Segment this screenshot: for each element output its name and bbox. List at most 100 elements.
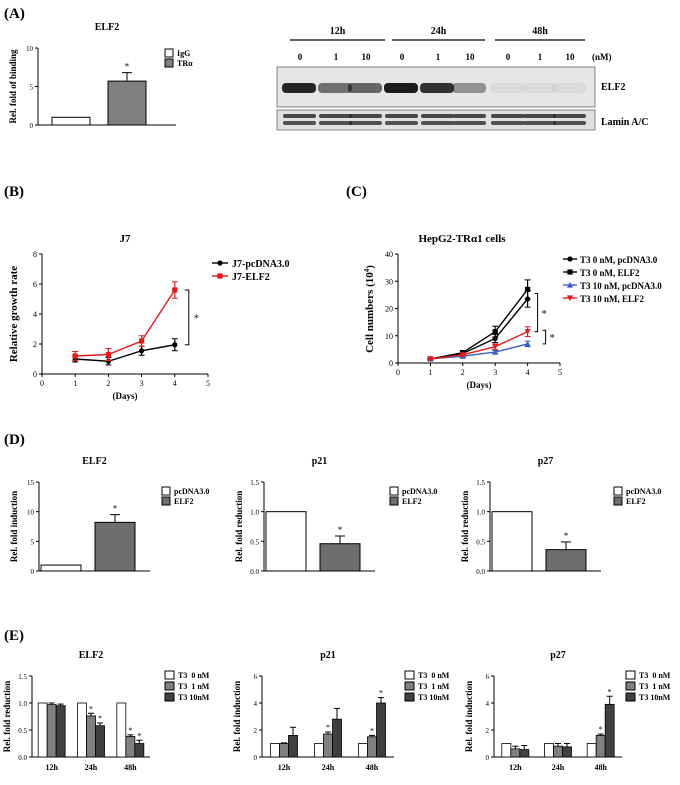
- chart-title: p27: [538, 456, 554, 467]
- legend-swatch: [164, 692, 175, 702]
- band-label-lamin: Lamin A/C: [601, 117, 649, 128]
- legend-swatch: [625, 692, 636, 702]
- panel-b-letter: (B): [4, 184, 24, 200]
- bar: [501, 743, 512, 758]
- legend-label: T3 1 nM: [178, 682, 210, 691]
- y-tick-label: 0.5: [18, 727, 27, 735]
- significance-bracket: [534, 293, 539, 333]
- x-tick-label: 12h: [278, 763, 291, 772]
- bar-pcdna3.0: [265, 511, 307, 572]
- significance-star: *: [542, 309, 547, 320]
- y-axis-label: Rel. fold reduction: [2, 681, 12, 753]
- dose-label: 0: [400, 52, 405, 62]
- y-tick-label: 0: [486, 754, 490, 762]
- y-axis-label: Rel. fold induction: [464, 681, 474, 752]
- y-tick-label: 0: [389, 359, 393, 368]
- x-tick-label: 0: [396, 368, 400, 377]
- x-tick-label: 24h: [552, 763, 565, 772]
- bar: [586, 743, 597, 758]
- legend-swatch: [625, 681, 636, 691]
- elf2-band: [318, 83, 352, 93]
- data-point: [105, 358, 111, 364]
- elf2-band: [522, 83, 556, 93]
- significance-star: *: [564, 531, 569, 541]
- bar: [37, 702, 48, 758]
- elf2-band: [452, 83, 486, 93]
- x-tick-label: 48h: [124, 763, 137, 772]
- y-tick-label: 30: [385, 277, 393, 286]
- data-point: [72, 353, 78, 359]
- bar: [595, 735, 606, 758]
- legend-marker: [567, 269, 573, 275]
- y-axis-label: Relative growth rate: [8, 266, 20, 362]
- j7-growth-chart: 0 2 4 6 8 0 1 2 3 4 5 (Days) J7 Relative growth rate J…: [8, 233, 290, 401]
- x-tick-label: 3: [140, 379, 144, 388]
- data-point: [459, 352, 466, 358]
- bar: [270, 743, 280, 758]
- legend-label: T3 0 nM: [178, 671, 210, 680]
- dose-label: 1: [538, 52, 543, 62]
- legend-label: pcDNA3.0: [626, 487, 661, 496]
- bar-elf2: [94, 521, 136, 572]
- legend-swatch: [404, 692, 415, 702]
- data-point: [139, 348, 145, 354]
- bar-elf2: [319, 543, 361, 572]
- y-axis-label-main: Cell numbers (10: [364, 272, 376, 353]
- legend-label: T3 10 nM, ELF2: [580, 294, 645, 304]
- lamin-band-upper: [421, 114, 454, 118]
- y-tick-label: 2: [486, 727, 490, 735]
- legend-swatch: [613, 496, 623, 506]
- y-tick-label: 10: [27, 509, 35, 517]
- legend-marker: [217, 260, 223, 266]
- y-tick-label: 0: [31, 568, 35, 576]
- panel-c-letter: (C): [346, 184, 367, 200]
- significance-bracket: [542, 329, 547, 345]
- elf2-band: [384, 83, 418, 93]
- time-label: 12h: [330, 26, 346, 37]
- chart-title: ELF2: [95, 22, 119, 33]
- legend-marker: [566, 281, 574, 288]
- series-line: [430, 288, 529, 360]
- x-tick-label: 12h: [509, 763, 522, 772]
- dose-label: 0: [506, 52, 511, 62]
- x-tick-label: 1: [428, 368, 432, 377]
- bar: [323, 733, 333, 758]
- y-tick-label: 0: [254, 754, 258, 762]
- y-axis-label: Cell numbers (104): [363, 265, 376, 353]
- e-p27-grouped-bar-chart: p27 Rel. fold induction 0 2 4 6 12h 24h 48h * * T3 …: [464, 650, 671, 772]
- elf2-band: [348, 83, 382, 93]
- legend-swatch: [164, 48, 174, 58]
- time-label: 24h: [431, 26, 447, 37]
- y-tick-label: 2: [33, 340, 37, 349]
- data-point: [427, 356, 434, 363]
- y-tick-label: 5: [31, 538, 35, 546]
- chart-title: p21: [312, 456, 328, 467]
- y-axis-label-end: ): [364, 265, 376, 269]
- y-tick-label: 1.0: [250, 509, 259, 517]
- unit-label: (nM): [592, 52, 612, 62]
- significance-star: *: [128, 726, 132, 735]
- x-tick-label: 48h: [366, 763, 379, 772]
- y-axis-label: Rel. fold reduction: [460, 491, 470, 563]
- panel-a-letter: (A): [4, 6, 25, 22]
- dose-label: 1: [436, 52, 441, 62]
- y-tick-label: 6: [33, 280, 37, 289]
- dose-label: 1: [334, 52, 339, 62]
- chart-title: ELF2: [79, 650, 103, 661]
- y-tick-label: 0.0: [18, 754, 27, 762]
- y-tick-label: 15: [27, 479, 35, 487]
- lamin-band-upper: [385, 114, 418, 118]
- y-tick-label: 6: [254, 673, 258, 681]
- lamin-band-lower: [453, 121, 486, 125]
- dose-label: 10: [362, 52, 372, 62]
- significance-star: *: [98, 714, 102, 723]
- data-point: [492, 349, 499, 355]
- x-tick-label: 48h: [594, 763, 607, 772]
- elf2-band: [420, 83, 454, 93]
- x-tick-label: 24h: [322, 763, 335, 772]
- legend-label: IgG: [177, 49, 190, 58]
- hepg2-cell-number-chart: 0 10 20 30 40 0 1 2 3 4 5 (Days) HepG2-TRα1 cells Cel…: [363, 233, 662, 390]
- significance-bracket: [184, 289, 190, 346]
- y-tick-label: 6: [486, 673, 490, 681]
